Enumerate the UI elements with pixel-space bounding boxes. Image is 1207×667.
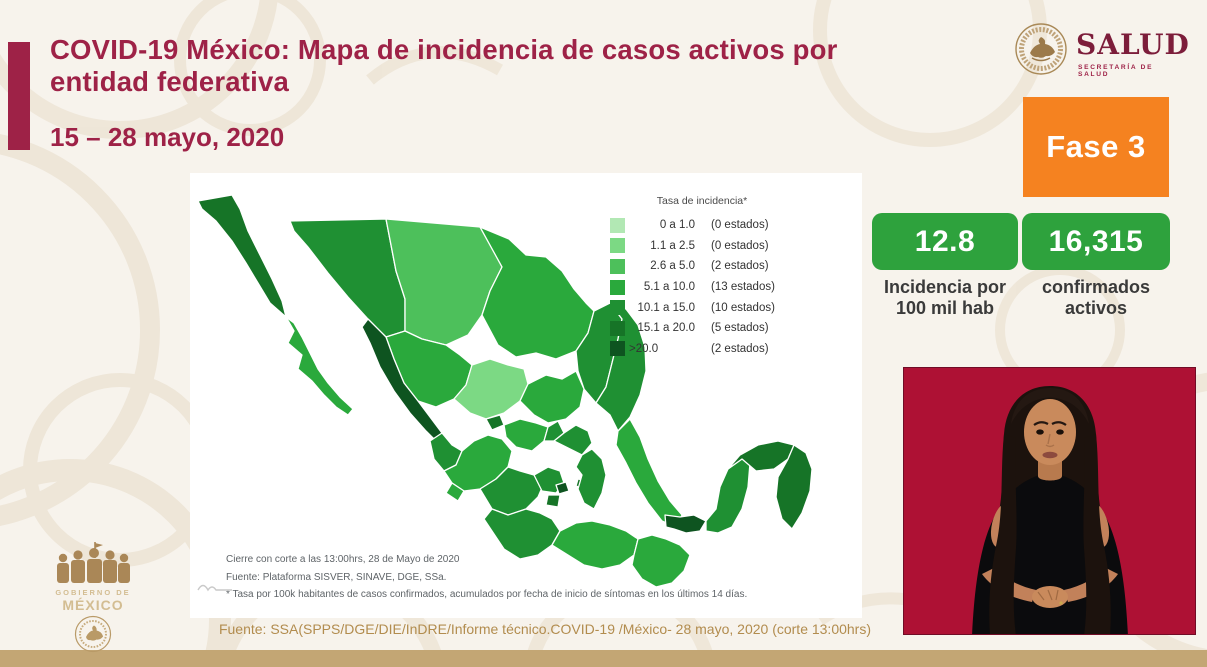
mountain-doodle-icon bbox=[197, 584, 232, 592]
legend-swatch bbox=[610, 258, 625, 274]
interpreter-figure bbox=[972, 386, 1128, 634]
phase-badge: Fase 3 bbox=[1023, 97, 1169, 197]
mexico-choropleth-map bbox=[197, 194, 813, 588]
choropleth-map-panel: Tasa de incidencia* 0 a 1.0 (0 estados) … bbox=[190, 173, 862, 618]
legend-item: 2.6 a 5.0 (2 estados) bbox=[610, 256, 825, 277]
map-footnote: Fuente: Plataforma SISVER, SINAVE, DGE, … bbox=[226, 571, 447, 583]
map-footnote: Cierre con corte a las 13:00hrs, 28 de M… bbox=[226, 554, 460, 565]
government-seal-icon bbox=[74, 615, 112, 653]
legend-swatch bbox=[610, 341, 625, 357]
salud-subtitle: SECRETARÍA DE SALUD bbox=[1078, 64, 1154, 78]
legend-swatch bbox=[610, 320, 625, 336]
active-cases-stat-label: confirmados activos bbox=[1041, 277, 1151, 319]
incidence-stat-value: 12.8 bbox=[872, 213, 1018, 270]
state-baja-california bbox=[197, 194, 287, 318]
legend-swatch bbox=[610, 279, 625, 295]
active-cases-stat-value: 16,315 bbox=[1022, 213, 1170, 270]
state-quintana-roo bbox=[775, 444, 813, 530]
date-range: 15 – 28 mayo, 2020 bbox=[50, 122, 285, 152]
gobierno-de-mexico-logo: GOBIERNO DE MÉXICO bbox=[28, 540, 158, 653]
source-citation: Fuente: SSA(SPPS/DGE/DIE/InDRE/Informe t… bbox=[218, 621, 872, 637]
legend-item: 0 a 1.0 (0 estados) bbox=[610, 215, 825, 236]
legend-item: 15.1 a 20.0 (5 estados) bbox=[610, 318, 825, 339]
state-tabasco bbox=[664, 514, 707, 534]
title-accent-bar bbox=[8, 42, 30, 150]
legend-item: 5.1 a 10.0 (13 estados) bbox=[610, 277, 825, 298]
state-zacatecas bbox=[453, 358, 529, 420]
state-baja-california-sur bbox=[285, 316, 354, 416]
legend-swatch bbox=[610, 300, 625, 316]
gobierno-line2: MÉXICO bbox=[62, 597, 124, 613]
state-coahuila bbox=[479, 226, 595, 360]
map-legend: Tasa de incidencia* 0 a 1.0 (0 estados) … bbox=[610, 195, 825, 359]
state-veracruz bbox=[615, 418, 683, 528]
salud-wordmark: SALUD bbox=[1076, 28, 1190, 61]
mexico-eagle-seal-icon bbox=[1015, 23, 1067, 75]
state-colima bbox=[445, 482, 465, 502]
state-campeche bbox=[705, 458, 751, 534]
state-cdmx bbox=[555, 481, 570, 495]
sign-language-interpreter-video bbox=[903, 367, 1196, 635]
state-puebla bbox=[575, 448, 607, 510]
legend-item: >20.0 (2 estados) bbox=[610, 339, 825, 360]
incidence-stat-label: Incidencia por 100 mil hab bbox=[883, 277, 1007, 319]
state-chiapas bbox=[631, 534, 691, 588]
legend-item: 1.1 a 2.5 (0 estados) bbox=[610, 236, 825, 257]
legend-swatch bbox=[610, 217, 625, 233]
state-morelos bbox=[545, 494, 561, 508]
state-sonora bbox=[289, 218, 406, 338]
map-footnote: * Tasa por 100k habitantes de casos conf… bbox=[226, 589, 748, 600]
state-guanajuato bbox=[503, 418, 549, 452]
legend-title: Tasa de incidencia* bbox=[656, 195, 748, 207]
government-heroes-icon bbox=[57, 542, 130, 583]
legend-item: 10.1 a 15.0 (10 estados) bbox=[610, 297, 825, 318]
state-san-luis-potosi bbox=[519, 370, 585, 424]
legend-swatch bbox=[610, 238, 625, 254]
map-footnotes: Cierre con corte a las 13:00hrs, 28 de M… bbox=[226, 551, 747, 604]
page-title: COVID-19 México: Mapa de incidencia de c… bbox=[50, 34, 838, 97]
gobierno-line1: GOBIERNO DE bbox=[55, 588, 131, 597]
bottom-gold-bar bbox=[0, 650, 1207, 667]
salud-logo: SALUD SECRETARÍA DE SALUD bbox=[1014, 20, 1189, 80]
